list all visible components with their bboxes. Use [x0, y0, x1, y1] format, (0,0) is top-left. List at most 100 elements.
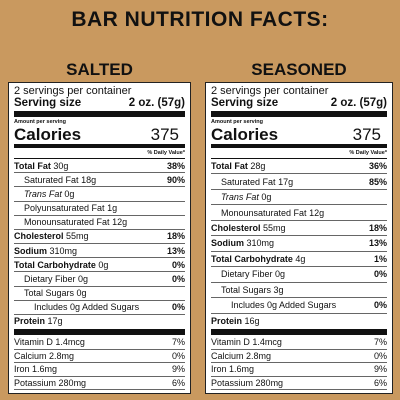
nutrient: Total Carbohydrate 0g: [14, 260, 108, 270]
vitamin-amount: 1.4mcg: [55, 337, 85, 348]
nutrient: Saturated Fat 18g: [14, 175, 96, 185]
nutrient-amount: 16g: [244, 315, 260, 326]
nutrient-name: Total Sugars: [221, 284, 272, 295]
nutrient-name: Dietary Fiber: [24, 273, 76, 284]
title: BAR NUTRITION FACTS:: [71, 8, 329, 31]
nutrient: Includes 0g Added Sugars: [211, 300, 336, 310]
vitamin-dv: 7%: [171, 337, 185, 348]
nutrient: Total Fat 28g: [211, 161, 265, 171]
nutrient-row: Protein 16g: [211, 314, 387, 328]
nutrient: Monounsaturated Fat 12g: [14, 217, 127, 227]
nutrient-name: Polyunsaturated Fat: [24, 203, 105, 214]
vitamin-amount: 280mg: [255, 377, 284, 388]
vitamin: Vitamin D 1.4mcg: [211, 337, 282, 347]
nutrient-name: Trans Fat: [221, 192, 259, 203]
nutrient: Protein 17g: [14, 316, 63, 326]
nutrient-amount: 17g: [278, 176, 294, 187]
vitamin-name: Calcium: [14, 350, 47, 361]
nutrient-name: Monounsaturated Fat: [24, 217, 110, 228]
nutrient-row: Total Fat 28g 36%: [211, 159, 387, 175]
serving-size-value: 2 oz. (57g): [128, 97, 185, 109]
nutrient-row: Cholesterol 55mg 18%: [211, 221, 387, 237]
vitamin-row: Potassium 280mg 6%: [211, 377, 387, 390]
vitamin-dv: 0%: [373, 350, 387, 361]
serving-size: Serving size 2 oz. (57g): [14, 97, 185, 110]
nutrient: Dietary Fiber 0g: [14, 274, 88, 284]
vitamin: Iron 1.6mg: [211, 364, 254, 374]
calories-value: 375: [352, 125, 381, 144]
nutrient-row: Dietary Fiber 0g 0%: [211, 267, 387, 283]
panel-heading: SEASONED: [251, 60, 347, 79]
nutrient-row: Total Sugars 0g: [14, 287, 185, 301]
daily-value: 0%: [171, 273, 185, 284]
vitamin-row: Calcium 2.8mg 0%: [14, 350, 185, 363]
nutrient-name: Total Fat: [211, 161, 248, 172]
calories: Calories 375: [14, 126, 185, 143]
nutrient-amount: 0g: [275, 269, 286, 280]
nutrient: Total Sugars 3g: [211, 285, 284, 295]
nutrient-amount: 12g: [112, 217, 128, 228]
daily-value-header: % Daily Value*: [211, 149, 387, 159]
nutrient-row: Monounsaturated Fat 12g: [14, 216, 185, 230]
nutrient-row: Sodium 310mg 13%: [14, 244, 185, 259]
nutrient-name: Total Carbohydrate: [14, 259, 96, 270]
serving-size-label: Serving size: [14, 97, 82, 109]
vitamin-row: Calcium 2.8mg 0%: [211, 350, 387, 363]
nutrient-amount: 17g: [47, 316, 63, 327]
nutrient-name: Saturated Fat: [221, 176, 276, 187]
nutrient: Total Sugars 0g: [14, 288, 87, 298]
nutrient-row: Trans Fat 0g: [211, 190, 387, 206]
nutrient-row: Total Sugars 3g: [211, 283, 387, 299]
nutrient-amount: 30g: [53, 160, 69, 171]
serving-size-value: 2 oz. (57g): [330, 97, 387, 109]
nutrient-row: Cholesterol 55mg 18%: [14, 230, 185, 245]
vitamin-name: Iron: [211, 364, 227, 375]
nutrient-row: Total Carbohydrate 4g 1%: [211, 252, 387, 268]
nutrient: Cholesterol 55mg: [211, 223, 286, 233]
vitamin-name: Vitamin D: [14, 337, 53, 348]
serving-size-label: Serving size: [211, 97, 279, 109]
nutrient-amount: 3g: [273, 284, 284, 295]
calories-label: Calories: [211, 125, 279, 144]
vitamin: Calcium 2.8mg: [14, 351, 74, 361]
vitamin-list: Vitamin D 1.4mcg 7% Calcium 2.8mg 0% Iron 1.…: [211, 336, 387, 390]
nutrient-row: Includes 0g Added Sugars 0%: [211, 298, 387, 314]
vitamin-amount: 280mg: [58, 377, 87, 388]
daily-value: 13%: [166, 245, 185, 256]
nutrient-amount: 310mg: [246, 238, 275, 249]
nutrient-name: Includes 0g Added Sugars: [34, 302, 140, 313]
nutrient-row: Dietary Fiber 0g 0%: [14, 272, 185, 287]
servings: 2 servings per container: [211, 85, 329, 97]
nutrition-label: 2 servings per container Serving size 2 oz…: [8, 82, 191, 394]
nutrient-row: Includes 0g Added Sugars 0%: [14, 301, 185, 315]
nutrient-name: Monounsaturated Fat: [221, 207, 307, 218]
daily-value-header: % Daily Value*: [14, 149, 185, 159]
nutrient-name: Protein: [211, 315, 243, 326]
vitamin-dv: 9%: [373, 364, 387, 375]
nutrient-row: Total Carbohydrate 0g 0%: [14, 258, 185, 273]
nutrient-name: Dietary Fiber: [221, 269, 273, 280]
divider: [14, 329, 185, 335]
nutrient-name: Protein: [14, 316, 46, 327]
nutrient-amount: 12g: [309, 207, 325, 218]
calories-label: Calories: [14, 125, 82, 144]
nutrient-row: Sodium 310mg 13%: [211, 236, 387, 252]
vitamin-amount: 2.8mg: [49, 350, 75, 361]
nutrient-name: Cholesterol: [14, 231, 64, 242]
nutrient-list: Total Fat 30g 38% Saturated Fat 18g 90% Tran…: [14, 159, 185, 328]
daily-value: 90%: [166, 174, 185, 185]
divider: [211, 144, 387, 148]
nutrient-row: Total Fat 30g 38%: [14, 159, 185, 174]
nutrient-name: Total Fat: [14, 160, 51, 171]
nutrient-name: Sodium: [211, 238, 244, 249]
calories-value: 375: [150, 125, 179, 144]
vitamin: Potassium 280mg: [211, 378, 283, 388]
vitamin-row: Potassium 280mg 6%: [14, 377, 185, 390]
nutrient-row: Monounsaturated Fat 12g: [211, 205, 387, 221]
nutrient: Trans Fat 0g: [211, 192, 271, 202]
vitamin-dv: 9%: [171, 364, 185, 375]
vitamin: Potassium 280mg: [14, 378, 86, 388]
daily-value: 18%: [368, 223, 387, 234]
vitamin-amount: 1.6mg: [32, 364, 58, 375]
